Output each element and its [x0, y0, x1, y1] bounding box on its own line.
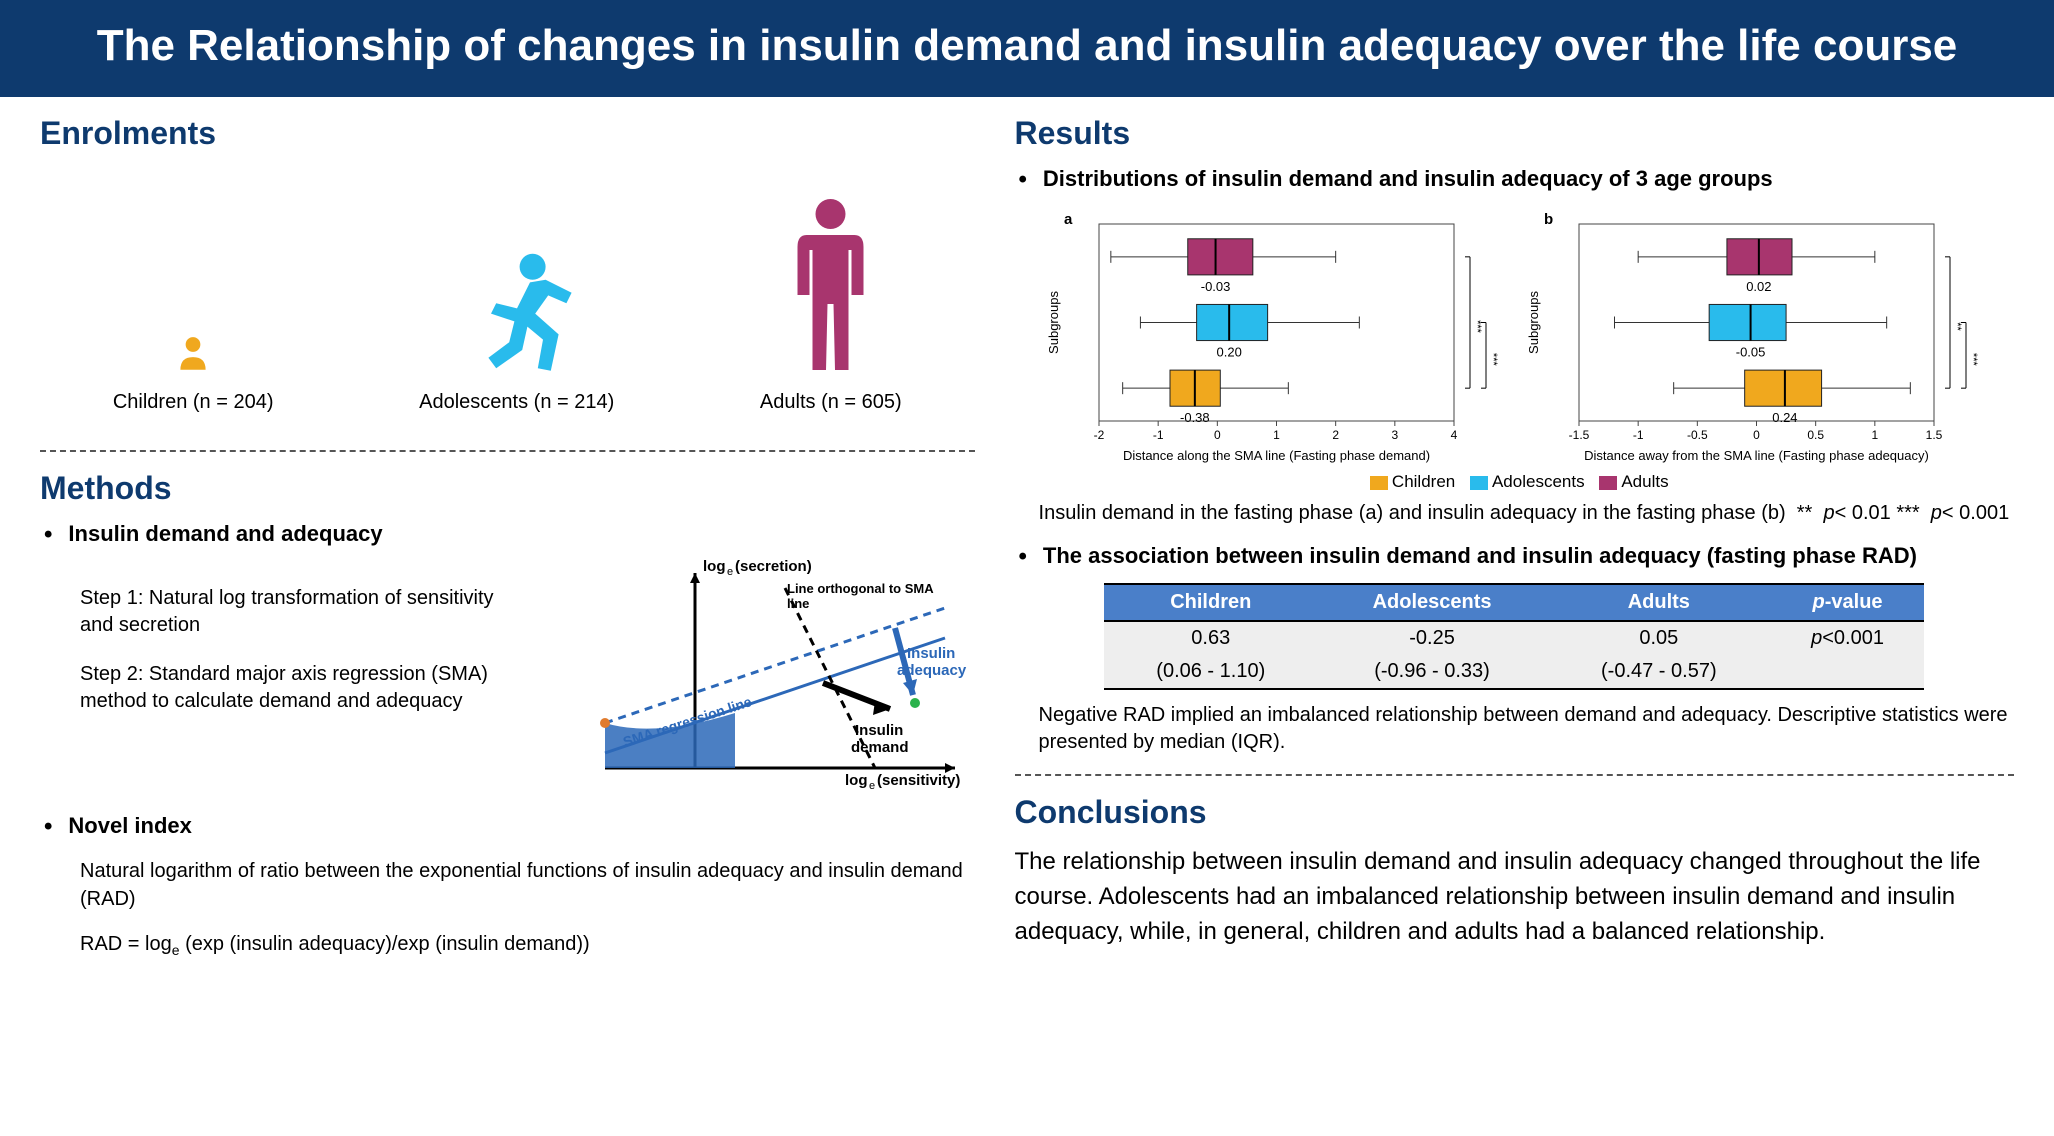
svg-text:3: 3 [1392, 428, 1399, 442]
boxplots: a -2 -1 0 1 2 3 4 Distance along the SMA line (F… [1015, 206, 2014, 466]
methods-row: Step 1: Natural log transformation of se… [40, 563, 975, 803]
table-header-row: Children Adolescents Adults p-value [1104, 584, 1924, 621]
separator [40, 450, 975, 452]
svg-text:-0.03: -0.03 [1201, 279, 1231, 294]
svg-text:e: e [727, 566, 733, 578]
enrol-children-label: Children (n = 204) [113, 391, 274, 414]
svg-text:Insulin: Insulin [855, 722, 903, 739]
svg-text:Distance away from the SMA lin: Distance away from the SMA line (Fasting… [1584, 448, 1929, 463]
svg-text:-1: -1 [1633, 428, 1644, 442]
table-row: (0.06 - 1.10) (-0.96 - 0.33) (-0.47 - 0.… [1104, 655, 1924, 689]
svg-text:1: 1 [1273, 428, 1280, 442]
boxplot-caption: Insulin demand in the fasting phase (a) … [1039, 502, 2014, 525]
left-column: Enrolments Children (n = 204) Adolescent… [40, 115, 975, 958]
svg-text:0.5: 0.5 [1808, 428, 1825, 442]
svg-text:0.20: 0.20 [1217, 345, 1242, 360]
boxplot-legend: Children Adolescents Adults [1015, 472, 2014, 492]
svg-text:0: 0 [1214, 428, 1221, 442]
content-area: Enrolments Children (n = 204) Adolescent… [0, 97, 2054, 978]
results-heading: Results [1015, 115, 2014, 152]
rad-description: Natural logarithm of ratio between the e… [80, 857, 975, 913]
svg-text:-0.38: -0.38 [1180, 410, 1210, 425]
svg-text:2: 2 [1333, 428, 1340, 442]
svg-text:0.24: 0.24 [1772, 410, 1797, 425]
th-pvalue: p-value [1771, 584, 1924, 621]
methods-step2: Step 2: Standard major axis regression (… [80, 661, 500, 715]
svg-text:0.02: 0.02 [1746, 279, 1771, 294]
svg-text:(sensitivity): (sensitivity) [877, 772, 960, 789]
adult-icon [783, 196, 878, 376]
enrol-children: Children (n = 204) [113, 334, 274, 414]
svg-text:e: e [869, 780, 875, 792]
th-adults: Adults [1547, 584, 1771, 621]
enrol-adults: Adults (n = 605) [760, 196, 902, 414]
svg-text:b: b [1544, 211, 1553, 228]
svg-text:(secretion): (secretion) [735, 558, 812, 575]
enrol-adolescents: Adolescents (n = 214) [419, 246, 614, 414]
svg-text:demand: demand [851, 739, 909, 756]
runner-icon [452, 246, 582, 376]
svg-text:1: 1 [1872, 428, 1879, 442]
svg-text:***: *** [1487, 353, 1499, 367]
svg-text:4: 4 [1451, 428, 1458, 442]
boxplot-panel-b: b -1.5 -1 -0.5 0 0.5 1 1.5 Distance away from th… [1524, 206, 1984, 466]
enrolments-row: Children (n = 204) Adolescents (n = 214)… [40, 166, 975, 432]
enrol-adults-label: Adults (n = 605) [760, 391, 902, 414]
child-icon [172, 334, 214, 376]
th-children: Children [1104, 584, 1317, 621]
svg-text:-1.5: -1.5 [1569, 428, 1590, 442]
results-sub2: The association between insulin demand a… [1015, 543, 2014, 571]
table-row: 0.63 -0.25 0.05 p<0.001 [1104, 621, 1924, 655]
conclusions-heading: Conclusions [1015, 794, 2014, 831]
th-adolescents: Adolescents [1317, 584, 1547, 621]
svg-text:a: a [1064, 211, 1073, 228]
svg-text:log: log [845, 772, 868, 789]
svg-text:line: line [787, 596, 809, 611]
svg-text:Subgroups: Subgroups [1526, 291, 1541, 354]
methods-step1: Step 1: Natural log transformation of se… [80, 585, 500, 639]
sma-diagram: loge (secretion) loge (sensitivity) SMA … [555, 553, 975, 803]
svg-text:Line orthogonal to SMA: Line orthogonal to SMA [787, 581, 934, 596]
title-banner: The Relationship of changes in insulin d… [0, 0, 2054, 97]
methods-sub2: Novel index [40, 813, 975, 841]
boxplot-panel-a: a -2 -1 0 1 2 3 4 Distance along the SMA line (F… [1044, 206, 1504, 466]
svg-text:Subgroups: Subgroups [1046, 291, 1061, 354]
table-note: Negative RAD implied an imbalanced relat… [1039, 702, 2014, 756]
association-table: Children Adolescents Adults p-value 0.63… [1104, 583, 1924, 690]
svg-text:-0.05: -0.05 [1736, 345, 1766, 360]
methods-heading: Methods [40, 470, 975, 507]
rad-equation: RAD = loge (exp (insulin adequacy)/exp (… [80, 933, 975, 958]
enrol-adolescents-label: Adolescents (n = 214) [419, 391, 614, 414]
svg-text:adequacy: adequacy [897, 662, 967, 679]
svg-text:0: 0 [1753, 428, 1760, 442]
svg-text:Insulin: Insulin [907, 645, 955, 662]
methods-sub1: Insulin demand and adequacy [40, 521, 975, 549]
svg-text:log: log [703, 558, 726, 575]
svg-text:**: ** [1951, 322, 1963, 331]
results-sub1: Distributions of insulin demand and insu… [1015, 166, 2014, 194]
svg-text:Distance along the SMA line (F: Distance along the SMA line (Fasting pha… [1123, 448, 1430, 463]
svg-text:-0.5: -0.5 [1687, 428, 1708, 442]
svg-text:-2: -2 [1094, 428, 1105, 442]
conclusions-text: The relationship between insulin demand … [1015, 845, 2014, 949]
svg-text:1.5: 1.5 [1926, 428, 1943, 442]
separator [1015, 774, 2014, 776]
right-column: Results Distributions of insulin demand … [1015, 115, 2014, 958]
enrolments-heading: Enrolments [40, 115, 975, 152]
svg-text:***: *** [1967, 353, 1979, 367]
svg-text:-1: -1 [1153, 428, 1164, 442]
